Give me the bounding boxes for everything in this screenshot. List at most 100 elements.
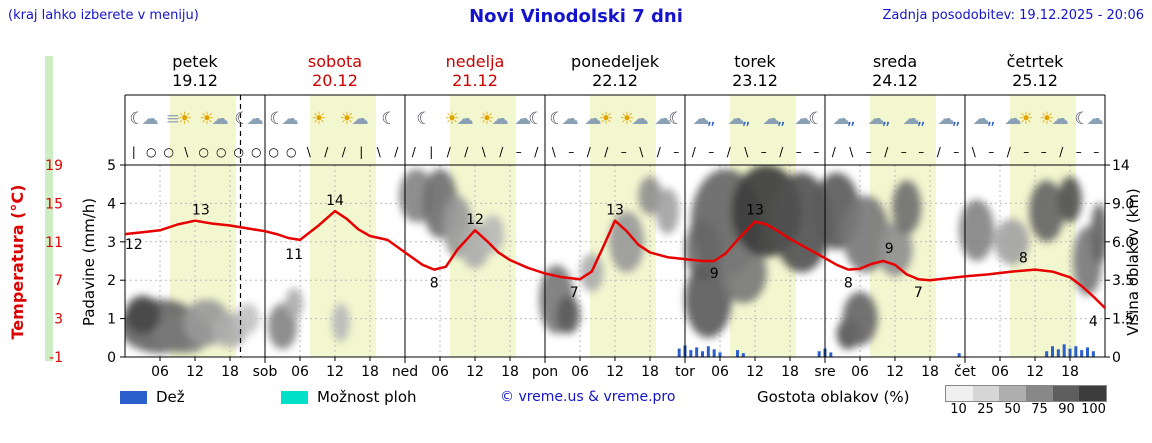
cloud-blob xyxy=(1058,176,1082,223)
x-hour-label: 06 xyxy=(571,364,589,380)
day-name: ponedeljek xyxy=(571,52,659,71)
cloud-height-tick-label: 14 xyxy=(1112,158,1130,174)
x-hour-label: 12 xyxy=(746,364,764,380)
wind-barb-icon: | xyxy=(359,145,363,159)
wind-barb-icon: / xyxy=(884,145,889,159)
rain-bar xyxy=(1051,346,1054,357)
cloud-sun-icon: ☁☀ xyxy=(584,109,612,129)
rain-bar xyxy=(957,353,961,357)
precip-tick-label: 0 xyxy=(107,350,116,366)
moon-cloud-icon: ☾☁ xyxy=(129,109,157,129)
cloud-density-swatch xyxy=(1052,386,1080,401)
temperature-tick-label: -1 xyxy=(49,350,63,366)
wind-row: | ○ ○ \ ○ ○ ○ ○ ○ ○ \ / / | \ / / | / / \ / – / \ – / / – \ / – / – / \ – / – –… xyxy=(132,145,1100,159)
temperature-value-label: 13 xyxy=(746,203,764,219)
wind-barb-icon: | xyxy=(429,145,433,159)
x-day-label: čet xyxy=(954,364,976,380)
rain-bar xyxy=(736,350,739,357)
wind-calm-icon: ○ xyxy=(234,145,244,159)
wind-barb-icon: – xyxy=(621,145,627,159)
x-hour-label: 06 xyxy=(711,364,729,380)
temperature-value-label: 8 xyxy=(1019,251,1028,267)
temperature-line xyxy=(125,209,1105,309)
x-hour-label: 18 xyxy=(781,364,799,380)
rain-icon: ☁„ xyxy=(973,109,995,129)
wind-barb-icon: \ xyxy=(639,145,644,159)
cloud-density-swatch xyxy=(999,386,1027,401)
temperature-tick-label: 7 xyxy=(54,273,63,289)
rain-bar xyxy=(695,347,699,357)
wind-barb-icon: \ xyxy=(972,145,977,159)
cloud-density-scale-labels: 10 25 50 75 90 100 xyxy=(945,402,1107,417)
day-name: sreda xyxy=(872,52,918,71)
wind-barb-icon: / xyxy=(657,145,662,159)
wind-barb-icon: – xyxy=(918,145,924,159)
cloud-density-scale xyxy=(945,385,1107,402)
cloud-height-tick-label: 0 xyxy=(1112,350,1121,366)
precip-tick-label: 5 xyxy=(107,158,116,174)
copyright-link[interactable]: © vreme.us & vreme.pro xyxy=(500,389,676,405)
wind-barb-icon: – xyxy=(988,145,994,159)
rain-legend-label: Dež xyxy=(156,388,185,406)
wind-barb-icon: – xyxy=(1023,145,1029,159)
day-date: 23.12 xyxy=(732,71,778,90)
day-date: 20.12 xyxy=(312,71,358,90)
rain-bar xyxy=(1080,350,1084,357)
cloud-moon-icon: ☁☾ xyxy=(794,109,820,129)
temperature-value-label: 8 xyxy=(844,276,853,292)
day-date: 25.12 xyxy=(1012,71,1058,90)
wind-calm-icon: ○ xyxy=(216,145,226,159)
day-name: torek xyxy=(734,52,776,71)
precip-tick-label: 3 xyxy=(107,235,116,251)
wind-calm-icon: ○ xyxy=(251,145,261,159)
cloud-density-tick-label: 25 xyxy=(977,402,994,417)
moon-icon: ☾ xyxy=(416,109,428,129)
day-header-nedelja: nedelja 21.12 xyxy=(405,52,545,90)
rain-legend-swatch xyxy=(120,391,147,404)
wind-barb-icon: / xyxy=(534,145,539,159)
wind-barb-icon: \ xyxy=(744,145,749,159)
temperature-tick-label: 11 xyxy=(45,235,63,251)
wind-barb-icon: / xyxy=(832,145,837,159)
rain-icon: ☁„ xyxy=(938,109,960,129)
cloud-blob xyxy=(1090,203,1105,265)
x-hour-label: 06 xyxy=(151,364,169,380)
day-date: 24.12 xyxy=(872,71,918,90)
cloud-blob xyxy=(556,295,580,334)
x-hour-label: 06 xyxy=(991,364,1009,380)
x-hour-label: 12 xyxy=(1026,364,1044,380)
rain-bar xyxy=(1068,348,1072,357)
cloud-height-tick-label: 6.0 xyxy=(1112,235,1134,251)
rain-bar xyxy=(1086,347,1089,357)
cloud-density-tick-label: 75 xyxy=(1031,402,1048,417)
temperature-value-label: 13 xyxy=(606,203,624,219)
temperature-value-label: 11 xyxy=(285,247,303,263)
sun-cloud-icon: ☀☁ xyxy=(444,109,472,129)
wind-barb-icon: / xyxy=(937,145,942,159)
moon-cloud-icon: ☾☁ xyxy=(269,109,297,129)
x-hour-label: 18 xyxy=(641,364,659,380)
wind-barb-icon: – xyxy=(516,145,522,159)
day-header-sobota: sobota 20.12 xyxy=(265,52,405,90)
sun-cloud-icon: ☀☁ xyxy=(479,109,507,129)
last-update-text: Zadnja posodobitev: 19.12.2025 - 20:06 xyxy=(882,8,1144,23)
wind-barb-icon: – xyxy=(796,145,802,159)
wind-barb-icon: \ xyxy=(552,145,557,159)
cloud-moon-icon: ☁☾ xyxy=(654,109,680,129)
cloud-blob xyxy=(959,199,995,261)
wind-barb-icon: / xyxy=(499,145,504,159)
cloud-blob xyxy=(285,287,303,319)
moon-cloud-icon: ☾☁ xyxy=(549,109,577,129)
wind-barb-icon: | xyxy=(132,145,136,159)
wind-barb-icon: \ xyxy=(377,145,382,159)
wind-barb-icon: – xyxy=(568,145,574,159)
rain-bar xyxy=(1091,351,1095,357)
x-day-label: tor xyxy=(675,364,695,380)
temperature-value-label: 12 xyxy=(125,237,143,253)
cloud-height-tick-label: 3.5 xyxy=(1112,273,1134,289)
wind-calm-icon: ○ xyxy=(199,145,209,159)
x-day-label: pon xyxy=(532,364,558,380)
rain-bar xyxy=(718,352,722,357)
x-day-label: sre xyxy=(814,364,835,380)
